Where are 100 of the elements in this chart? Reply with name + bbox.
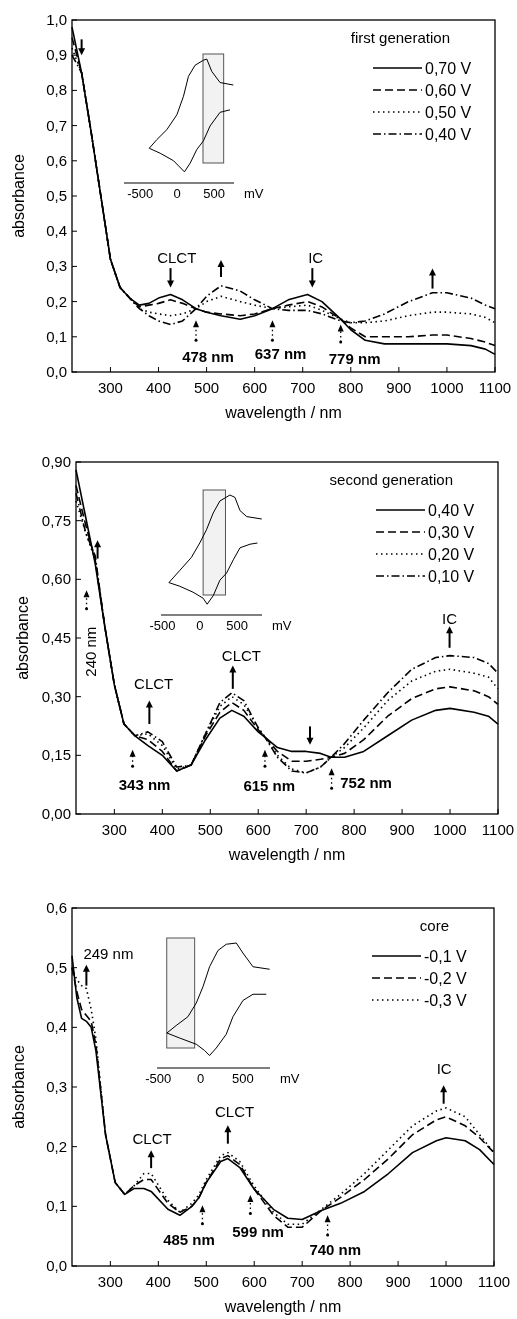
x-tick-label: 500 — [203, 186, 225, 201]
y-tick-label: 1,0 — [46, 11, 67, 28]
y-tick-label: 0,60 — [41, 570, 71, 588]
y-tick-label: 0,2 — [46, 292, 67, 310]
legend-label: -0,1 V — [424, 948, 468, 965]
x-tick-label: 500 — [197, 821, 223, 838]
x-tick-label: -500 — [127, 186, 154, 201]
annotation: 240 nm — [81, 626, 99, 677]
annotation: 485 nm — [163, 1231, 215, 1249]
legend-label: 0,60 V — [425, 82, 472, 99]
y-axis-title: absorbance — [14, 596, 31, 680]
x-tick-label: 1100 — [477, 1273, 511, 1290]
annotation: 779 nm — [328, 349, 381, 367]
y-tick-label: 0,0 — [46, 1257, 67, 1274]
y-tick-label: 0,4 — [46, 1018, 67, 1036]
annotation: CLCT — [134, 674, 174, 692]
x-tick-label: 1000 — [430, 379, 464, 396]
x-axis-title: wavelength / nm — [227, 846, 346, 863]
annotation: 615 nm — [243, 777, 296, 795]
x-tick-label: 600 — [245, 821, 271, 838]
x-tick-label: 400 — [145, 1273, 171, 1290]
x-axis-title: wavelength / nm — [223, 1298, 342, 1315]
legend-label: -0,3 V — [424, 992, 468, 1009]
x-tick-label: 500 — [232, 1071, 254, 1086]
y-tick-label: 0,1 — [46, 327, 67, 345]
y-tick-label: 0,6 — [46, 899, 67, 916]
legend-label: 0,20 V — [428, 546, 475, 563]
x-tick-label: 1100 — [481, 821, 515, 838]
annotation: CLCT — [221, 647, 262, 665]
y-tick-label: 0,90 — [41, 453, 71, 470]
x-tick-label: 0 — [196, 618, 204, 633]
x-tick-label: 800 — [338, 379, 364, 396]
legend-label: 0,50 V — [425, 104, 472, 121]
x-tick-label: 700 — [289, 1273, 315, 1290]
annotation: CLCT — [132, 1129, 172, 1147]
x-tick-label: 400 — [146, 379, 172, 396]
x-tick-label: -500 — [145, 1071, 172, 1086]
y-tick-label: 0,0 — [46, 363, 67, 380]
annotation: 478 nm — [182, 348, 234, 366]
annotation: CLCT — [157, 248, 197, 266]
x-tick-label: 600 — [242, 379, 268, 396]
x-tick-label: 300 — [97, 379, 123, 396]
y-tick-label: 0,1 — [46, 1197, 67, 1215]
annotation: 343 nm — [118, 775, 171, 793]
y-tick-label: 0,3 — [46, 257, 67, 275]
y-tick-label: 0,00 — [41, 805, 71, 822]
x-tick-label: 600 — [241, 1273, 267, 1290]
x-tick-label: 700 — [293, 821, 319, 838]
x-tick-label: 500 — [226, 618, 248, 633]
annotation: 752 nm — [340, 774, 392, 792]
x-axis-title: mV — [272, 618, 292, 633]
y-tick-label: 0,45 — [41, 629, 71, 646]
annotation: 637 nm — [254, 344, 307, 362]
y-tick-label: 0,3 — [46, 1078, 67, 1095]
x-tick-label: 300 — [101, 821, 127, 838]
y-tick-label: 0,2 — [46, 1137, 67, 1155]
x-tick-label: 500 — [194, 379, 220, 396]
legend-title: first generation — [350, 29, 450, 46]
x-tick-label: 1000 — [429, 1273, 463, 1290]
x-tick-label: 1000 — [433, 821, 467, 838]
annotation: IC — [436, 1060, 452, 1078]
legend-label: 0,40 V — [428, 502, 475, 519]
x-tick-label: 0 — [173, 186, 181, 201]
x-axis-title: wavelength / nm — [224, 404, 342, 421]
legend-label: 0,10 V — [428, 568, 475, 585]
annotation: 249 nm — [83, 944, 134, 962]
legend-label: 0,30 V — [428, 524, 475, 541]
y-tick-label: 0,6 — [46, 151, 67, 169]
x-axis-title: mV — [244, 186, 264, 201]
legend-label: 0,40 V — [425, 126, 472, 143]
x-tick-label: 900 — [385, 1273, 411, 1290]
y-axis-title: absorbance — [10, 154, 27, 238]
y-tick-label: 0,4 — [46, 222, 67, 240]
annotation: CLCT — [214, 1102, 255, 1120]
x-tick-label: 900 — [389, 821, 415, 838]
x-axis-title: mV — [280, 1071, 300, 1086]
y-tick-label: 0,75 — [41, 511, 71, 529]
legend-title: core — [419, 917, 449, 934]
y-tick-label: 0,15 — [41, 746, 71, 764]
x-tick-label: 300 — [97, 1273, 123, 1290]
x-tick-label: 400 — [149, 821, 175, 838]
x-tick-label: -500 — [149, 618, 176, 633]
x-tick-label: 1100 — [478, 379, 512, 396]
legend-label: 0,70 V — [425, 60, 472, 77]
x-tick-label: 500 — [193, 1273, 219, 1290]
x-tick-label: 800 — [337, 1273, 363, 1290]
annotation: 740 nm — [309, 1241, 362, 1259]
y-tick-label: 0,5 — [46, 187, 67, 204]
y-axis-title: absorbance — [10, 1045, 27, 1129]
x-tick-label: 700 — [290, 379, 316, 396]
legend-title: second generation — [329, 471, 453, 488]
y-tick-label: 0,7 — [46, 116, 67, 134]
annotation: 599 nm — [232, 1222, 284, 1240]
x-tick-label: 800 — [341, 821, 367, 838]
x-tick-label: 900 — [386, 379, 412, 396]
y-tick-label: 0,8 — [46, 81, 67, 99]
y-tick-label: 0,30 — [41, 687, 71, 705]
x-tick-label: 0 — [196, 1071, 205, 1086]
y-tick-label: 0,9 — [46, 46, 67, 64]
y-tick-label: 0,5 — [46, 958, 67, 976]
